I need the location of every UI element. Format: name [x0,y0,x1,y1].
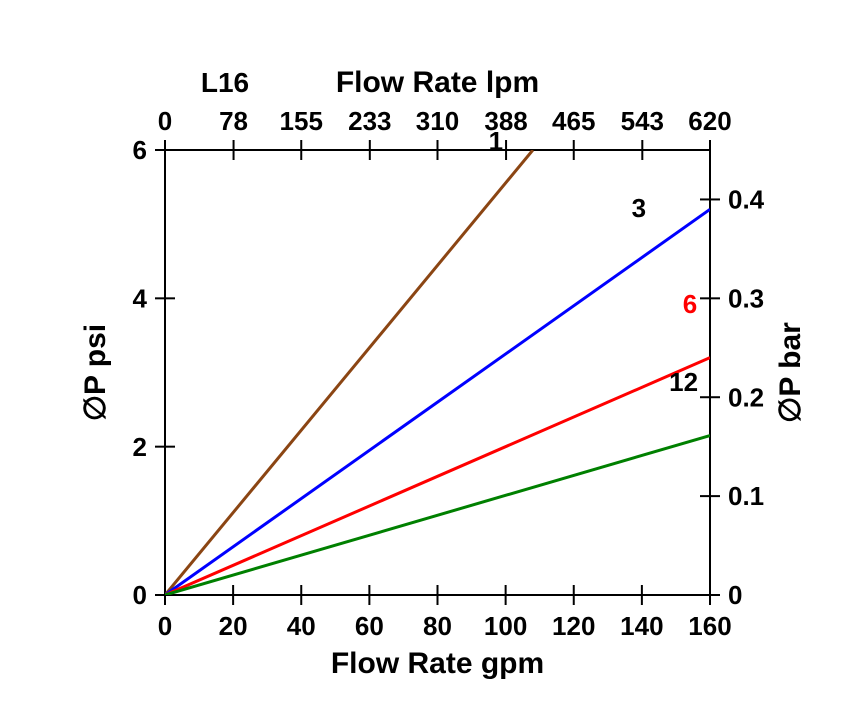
line-chart: 0204060801001201401600781552333103884655… [0,0,852,726]
y-left-axis-label: ∅P psi [79,324,112,421]
x-bottom-tick-label: 120 [552,611,595,641]
x-bottom-tick-label: 20 [219,611,248,641]
x-bottom-tick-label: 0 [158,611,172,641]
y-right-tick-label: 0.4 [728,185,765,215]
x-bottom-tick-label: 60 [355,611,384,641]
x-bottom-tick-label: 100 [484,611,527,641]
x-top-tick-label: 78 [219,106,248,136]
series-label-12: 12 [669,367,698,397]
y-right-tick-label: 0.2 [728,382,764,412]
x-top-tick-label: 0 [158,106,172,136]
y-left-tick-label: 2 [133,432,147,462]
y-right-tick-label: 0 [728,580,742,610]
x-bottom-tick-label: 40 [287,611,316,641]
y-left-tick-label: 0 [133,580,147,610]
x-bottom-tick-label: 80 [423,611,452,641]
x-top-tick-label: 233 [348,106,391,136]
x-top-tick-label: 543 [621,106,664,136]
series-label-3: 3 [632,193,646,223]
y-right-tick-label: 0.1 [728,481,764,511]
x-bottom-tick-label: 140 [620,611,663,641]
series-label-6: 6 [683,289,697,319]
x-top-tick-label: 620 [688,106,731,136]
y-right-axis-label: ∅P bar [774,322,807,423]
x-bottom-axis-label: Flow Rate gpm [331,647,544,680]
y-left-tick-label: 4 [133,283,148,313]
series-label-1: 1 [489,126,503,156]
x-top-tick-label: 155 [280,106,323,136]
corner-label: L16 [201,67,249,98]
x-bottom-tick-label: 160 [688,611,731,641]
y-right-tick-label: 0.3 [728,283,764,313]
x-top-tick-label: 465 [552,106,595,136]
chart-container: 0204060801001201401600781552333103884655… [0,0,852,726]
x-top-tick-label: 310 [416,106,459,136]
x-top-axis-label: Flow Rate lpm [336,66,539,99]
y-left-tick-label: 6 [133,135,147,165]
